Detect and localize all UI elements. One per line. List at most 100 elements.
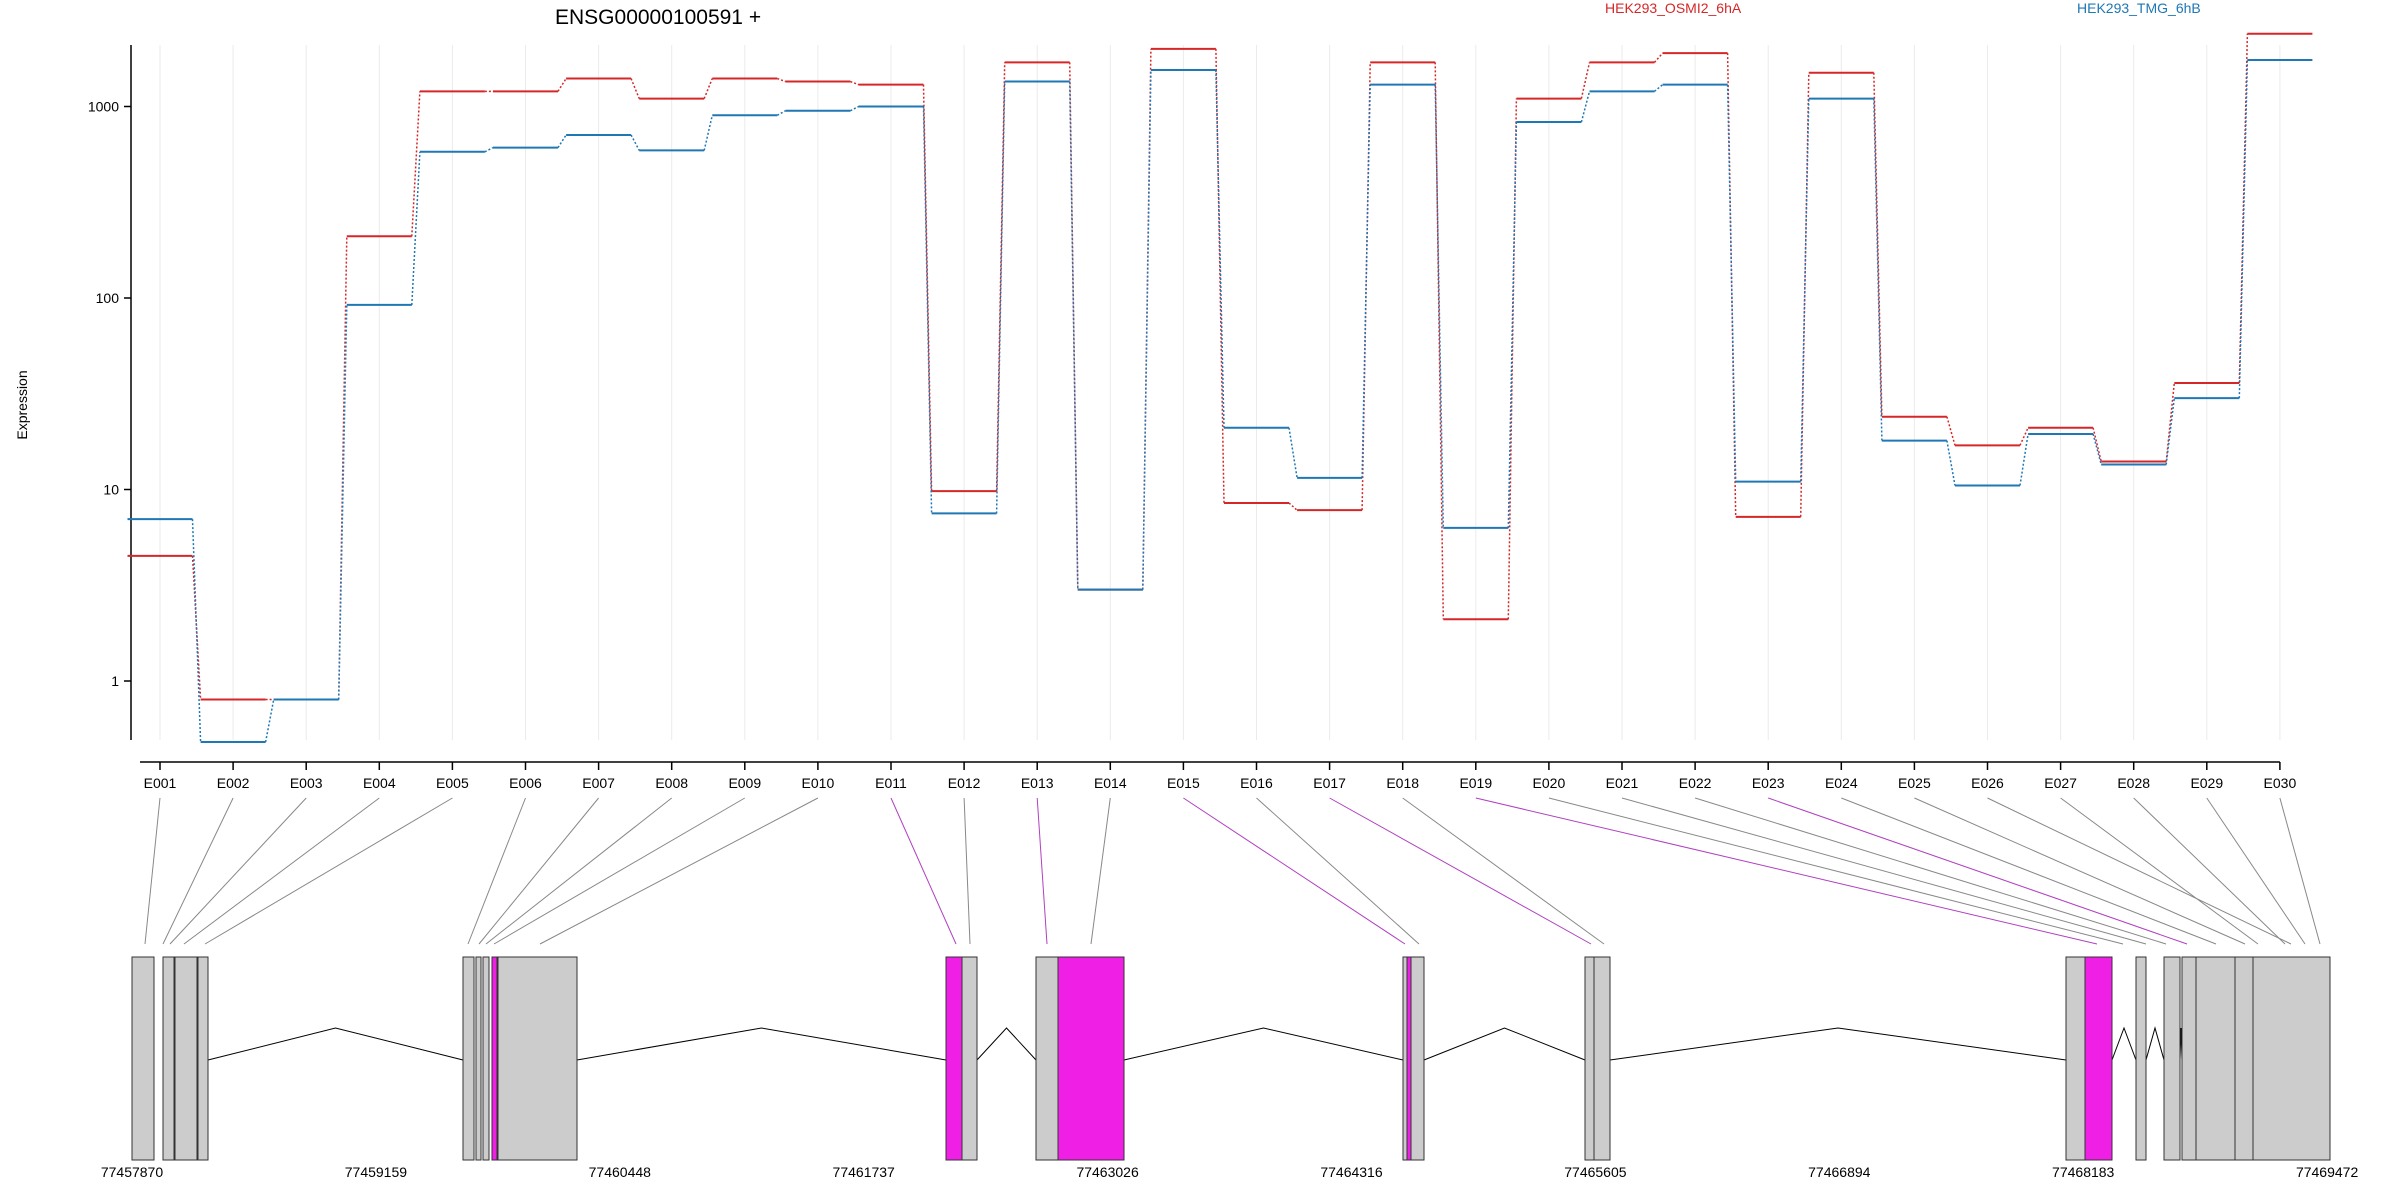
exon-connector — [1987, 797, 2292, 945]
exon-box — [1035, 956, 1059, 1161]
exon-connector — [1090, 797, 1111, 945]
series-connector — [1068, 81, 1079, 590]
exon-connector — [1329, 797, 1592, 945]
exon-box — [1406, 956, 1412, 1161]
series-connector — [1580, 91, 1591, 123]
coord-label: 77461737 — [833, 1164, 896, 1180]
exon-box — [1402, 956, 1408, 1161]
x-tick-label: E010 — [802, 775, 835, 791]
exon-connector — [1183, 797, 1406, 945]
x-tick-label: E025 — [1898, 775, 1931, 791]
series-connector — [2019, 433, 2029, 486]
series-connector — [630, 78, 640, 99]
x-tick-label: E023 — [1752, 775, 1785, 791]
x-tick-label: E016 — [1240, 775, 1273, 791]
series-connector — [191, 519, 202, 743]
exon-connector — [1768, 797, 2188, 945]
exon-connector — [1914, 797, 2246, 945]
exon-connector — [467, 797, 526, 945]
x-tick-label: E022 — [1679, 775, 1712, 791]
x-axis: E001 E002 E003 E004 E005 E006 E007 E008 E009 E010… — [140, 761, 2297, 791]
coord-label: 77460448 — [589, 1164, 652, 1180]
series-connector — [264, 699, 275, 743]
exon-box — [162, 956, 175, 1161]
exon-box — [2234, 956, 2254, 1161]
x-tick-label: E019 — [1459, 775, 1492, 791]
coord-label: 77469472 — [2296, 1164, 2359, 1180]
series-connector — [2019, 427, 2029, 446]
genomic-coordinates: 77457870 77459159 77460448 77461737 77463026… — [101, 1164, 2359, 1180]
coord-label: 77457870 — [101, 1164, 164, 1180]
exon-box — [1410, 956, 1425, 1161]
x-tick-label: E027 — [2044, 775, 2077, 791]
series-connector — [1946, 416, 1956, 446]
exon-connector — [539, 797, 819, 945]
x-tick-label: E021 — [1606, 775, 1639, 791]
x-tick-label: E008 — [655, 775, 688, 791]
series-connector — [776, 110, 786, 116]
exon-box — [491, 956, 498, 1161]
series-connector — [850, 80, 859, 86]
exon-box — [131, 956, 155, 1161]
exon-box — [2195, 956, 2236, 1161]
y-axis-label: Expression — [14, 370, 30, 439]
x-tick-label: E002 — [217, 775, 250, 791]
exon-connector — [493, 797, 746, 945]
exon-box — [2135, 956, 2147, 1161]
exon-box — [2065, 956, 2086, 1161]
exon-connector — [1548, 797, 2124, 945]
intron — [576, 1027, 947, 1061]
x-tick-label: E030 — [2264, 775, 2297, 791]
intron — [1609, 1027, 2067, 1061]
exon-box — [2084, 956, 2113, 1161]
exon-connector — [1256, 797, 1420, 945]
x-tick-label: E029 — [2190, 775, 2223, 791]
x-tick-label: E012 — [948, 775, 981, 791]
exon-box — [961, 956, 978, 1161]
x-tick-label: E004 — [363, 775, 396, 791]
exon-box — [1593, 956, 1611, 1161]
exon-connector — [2279, 797, 2321, 945]
x-tick-label: E006 — [509, 775, 542, 791]
exon-connector — [183, 797, 380, 945]
legend-series-2: HEK293_TMG_6hB — [2077, 0, 2201, 16]
series-connector — [1946, 440, 1956, 486]
y-axis: 1 10 100 1000 — [88, 45, 132, 740]
x-tick-label: E015 — [1167, 775, 1200, 791]
series-connector — [1288, 502, 1298, 511]
series-connector — [630, 134, 640, 151]
series-connector — [1799, 72, 1810, 517]
coord-label: 77466894 — [1808, 1164, 1871, 1180]
x-tick-label: E011 — [875, 775, 907, 791]
coord-label: 77464316 — [1320, 1164, 1383, 1180]
x-tick-label: E026 — [1971, 775, 2004, 791]
x-tick-label: E014 — [1094, 775, 1127, 791]
exon-connector — [2060, 797, 2259, 945]
series-connector — [2092, 427, 2102, 462]
legend-series-1: HEK293_OSMI2_6hA — [1605, 0, 1742, 16]
x-tick-label: E005 — [436, 775, 469, 791]
exon-connector — [1475, 797, 2098, 945]
exon-connector — [890, 797, 957, 945]
series-connector — [1799, 98, 1810, 482]
x-tick-label: E013 — [1021, 775, 1054, 791]
exon-box — [497, 956, 578, 1161]
chart-title: ENSG00000100591 + — [555, 6, 761, 29]
gene-model — [131, 956, 2331, 1161]
series-connector — [484, 146, 494, 153]
x-tick-label: E007 — [582, 775, 615, 791]
series-connector — [1653, 52, 1664, 63]
series-connector — [1654, 84, 1664, 92]
exon-connector — [485, 797, 673, 945]
exon-connector — [1841, 797, 2217, 945]
exon-box — [2252, 956, 2331, 1161]
series-connector — [1142, 70, 1152, 590]
exon-connector — [204, 797, 453, 945]
series-connector — [1507, 121, 1518, 528]
exon-connector — [144, 797, 161, 945]
exon-box — [475, 956, 482, 1161]
series-connector — [2165, 398, 2176, 465]
series-connector — [995, 62, 1006, 492]
coord-label: 77465605 — [1564, 1164, 1627, 1180]
series-connector — [1434, 62, 1445, 620]
